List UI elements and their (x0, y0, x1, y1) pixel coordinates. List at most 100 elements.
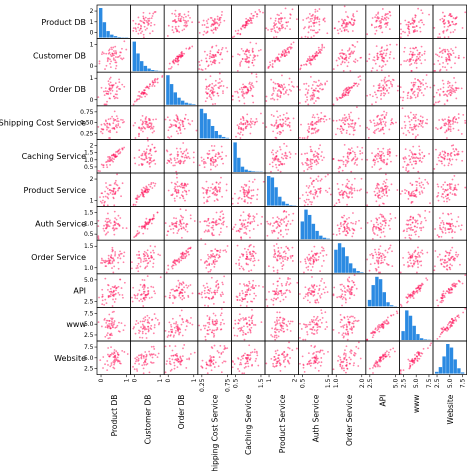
scatter-point (454, 81, 457, 84)
scatter-point (173, 62, 176, 65)
scatter-point (456, 220, 458, 223)
scatter-point (309, 259, 312, 262)
scatter-point (434, 250, 437, 252)
scatter-point (305, 262, 307, 265)
scatter-point (258, 285, 260, 287)
scatter-point (205, 192, 208, 195)
scatter-point (418, 191, 421, 194)
scatter-point (209, 287, 212, 290)
scatter-point (213, 289, 216, 292)
hist-bar (192, 104, 196, 105)
scatter-point (303, 137, 306, 139)
scatter-point (172, 231, 175, 234)
scatter-point (98, 296, 100, 299)
scatter-point (345, 87, 348, 90)
scatter-point (380, 231, 383, 234)
scatter-point (99, 200, 102, 203)
scatter-point (117, 149, 120, 152)
scatter-point (278, 29, 281, 32)
scatter-point (275, 290, 278, 293)
scatter-point (373, 59, 376, 62)
scatter-point (315, 192, 318, 195)
scatter-point (372, 59, 375, 61)
scatter-point (448, 254, 450, 257)
scatter-point (112, 57, 115, 60)
scatter-point (270, 298, 273, 301)
scatter-point (186, 286, 189, 289)
scatter-point (443, 25, 446, 28)
scatter-point (409, 47, 412, 50)
scatter-point (252, 64, 255, 67)
scatter-point (207, 218, 210, 220)
scatter-point (247, 217, 250, 220)
scatter-point (104, 298, 107, 301)
scatter-point (166, 234, 169, 237)
scatter-point (146, 227, 149, 230)
scatter-point (299, 260, 302, 263)
scatter-point (354, 153, 357, 156)
scatter-point (337, 32, 340, 35)
cell-product-db-vs-product-db (96, 4, 131, 39)
scatter-point (247, 188, 250, 191)
scatter-point (385, 26, 387, 28)
scatter-point (312, 13, 314, 16)
scatter-point (170, 153, 173, 156)
scatter-point (388, 86, 391, 89)
scatter-point (148, 126, 151, 129)
scatter-point (270, 28, 273, 31)
scatter-point (140, 298, 142, 301)
scatter-point (241, 289, 244, 292)
scatter-point (313, 127, 315, 130)
hist-bar (188, 103, 192, 105)
scatter-point (279, 133, 281, 136)
scatter-point (250, 19, 253, 22)
scatter-point (314, 150, 317, 153)
scatter-point (146, 275, 149, 277)
scatter-point (181, 292, 184, 294)
scatter-point (378, 204, 381, 207)
scatter-point (107, 295, 110, 298)
scatter-point (208, 95, 211, 98)
scatter-point (324, 115, 327, 118)
scatter-point (281, 27, 283, 30)
scatter-point (252, 215, 255, 218)
scatter-point (310, 148, 312, 151)
scatter-point (409, 23, 412, 25)
scatter-point (100, 86, 103, 89)
scatter-point (111, 291, 114, 294)
scatter-point (375, 128, 378, 131)
scatter-point (153, 23, 156, 26)
scatter-point (447, 116, 450, 119)
scatter-point (283, 221, 286, 223)
scatter-point (177, 17, 180, 20)
scatter-point (374, 248, 376, 251)
scatter-point (138, 97, 141, 100)
scatter-point (239, 299, 241, 301)
scatter-point (116, 126, 118, 129)
scatter-point (405, 134, 408, 136)
scatter-point (242, 24, 244, 27)
scatter-point (135, 98, 138, 101)
scatter-point (187, 155, 190, 158)
scatter-point (367, 136, 370, 139)
scatter-point (260, 112, 262, 115)
scatter-point (138, 299, 141, 302)
scatter-point (148, 12, 151, 15)
scatter-point (348, 117, 351, 120)
cell-order-db-vs-product-service (264, 71, 299, 107)
scatter-point (102, 227, 105, 230)
scatter-point (177, 286, 180, 289)
scatter-point (346, 160, 349, 163)
scatter-point (113, 286, 116, 288)
scatter-point (236, 90, 238, 93)
scatter-point (445, 94, 448, 96)
scatter-point (291, 85, 294, 88)
scatter-point (441, 258, 444, 261)
scatter-point (413, 251, 416, 254)
scatter-point (112, 46, 115, 49)
scatter-point (186, 183, 189, 186)
scatter-point (109, 66, 112, 69)
scatter-point (448, 121, 450, 124)
scatter-point (384, 13, 387, 15)
scatter-point (266, 234, 269, 237)
